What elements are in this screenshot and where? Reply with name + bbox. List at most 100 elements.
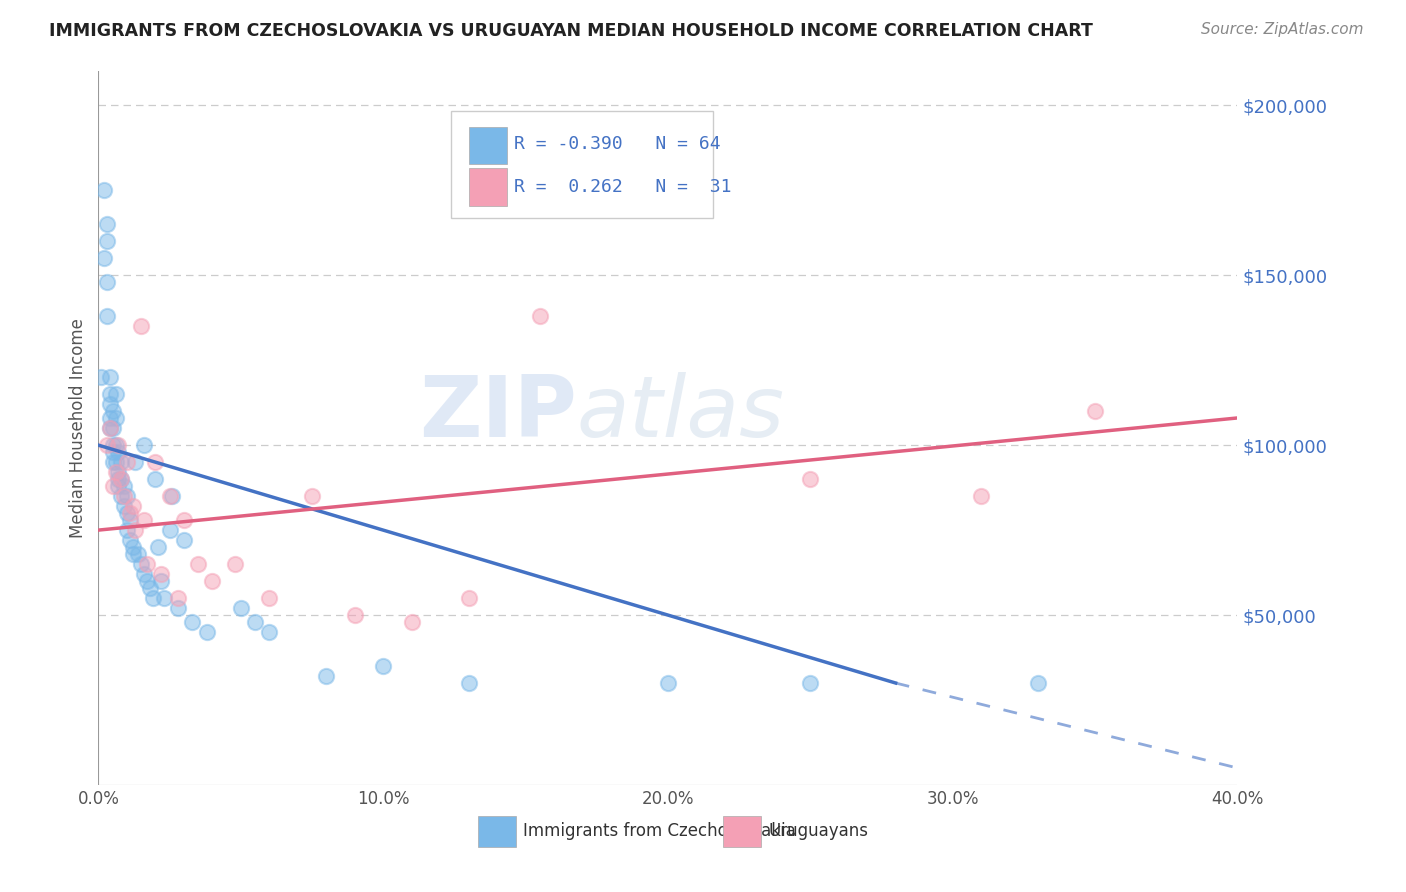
Point bbox=[98, 370, 121, 384]
Point bbox=[187, 557, 209, 571]
Point bbox=[112, 500, 135, 514]
Point bbox=[129, 557, 152, 571]
Point bbox=[1084, 404, 1107, 418]
Point bbox=[115, 489, 138, 503]
Point bbox=[115, 506, 138, 520]
Point bbox=[132, 438, 155, 452]
Point bbox=[110, 472, 132, 486]
Point bbox=[259, 625, 281, 640]
Point bbox=[110, 489, 132, 503]
Point bbox=[124, 455, 146, 469]
Point bbox=[115, 455, 138, 469]
Point bbox=[148, 540, 170, 554]
Point bbox=[150, 574, 173, 588]
Point bbox=[96, 217, 118, 231]
Point bbox=[129, 319, 152, 334]
Text: Uruguayans: Uruguayans bbox=[768, 822, 868, 840]
Point bbox=[118, 533, 141, 548]
Point bbox=[150, 567, 173, 582]
Point bbox=[98, 397, 121, 411]
Point bbox=[96, 275, 118, 289]
Point bbox=[98, 387, 121, 401]
Point bbox=[101, 455, 124, 469]
Point bbox=[138, 581, 160, 595]
Point bbox=[1026, 676, 1049, 690]
Point bbox=[104, 455, 127, 469]
Point bbox=[93, 183, 115, 197]
Point bbox=[401, 615, 423, 629]
Point bbox=[167, 601, 190, 615]
Point bbox=[115, 523, 138, 537]
Point bbox=[104, 387, 127, 401]
FancyBboxPatch shape bbox=[451, 111, 713, 218]
Point bbox=[98, 421, 121, 435]
Point bbox=[181, 615, 204, 629]
Point bbox=[127, 547, 149, 561]
Point bbox=[224, 557, 246, 571]
Text: Source: ZipAtlas.com: Source: ZipAtlas.com bbox=[1201, 22, 1364, 37]
Point bbox=[132, 513, 155, 527]
FancyBboxPatch shape bbox=[468, 127, 508, 164]
Point bbox=[107, 472, 129, 486]
Point bbox=[373, 659, 395, 673]
Point bbox=[112, 489, 135, 503]
Point bbox=[301, 489, 323, 503]
Point bbox=[98, 411, 121, 425]
Point bbox=[110, 455, 132, 469]
Point bbox=[657, 676, 679, 690]
Point bbox=[259, 591, 281, 605]
Point bbox=[970, 489, 993, 503]
Point bbox=[145, 455, 167, 469]
Point bbox=[457, 676, 479, 690]
FancyBboxPatch shape bbox=[468, 169, 508, 205]
Point bbox=[101, 445, 124, 459]
Point bbox=[162, 489, 184, 503]
Point bbox=[121, 547, 143, 561]
Point bbox=[90, 370, 112, 384]
Point bbox=[167, 591, 190, 605]
Point bbox=[229, 601, 252, 615]
Point bbox=[201, 574, 224, 588]
Point bbox=[107, 438, 129, 452]
Point bbox=[173, 513, 195, 527]
Point bbox=[173, 533, 195, 548]
Y-axis label: Median Household Income: Median Household Income bbox=[69, 318, 87, 538]
Point bbox=[107, 479, 129, 493]
Point bbox=[107, 445, 129, 459]
Point bbox=[96, 309, 118, 323]
Point bbox=[799, 676, 821, 690]
Text: Immigrants from Czechoslovakia: Immigrants from Czechoslovakia bbox=[523, 822, 796, 840]
FancyBboxPatch shape bbox=[478, 815, 516, 847]
Point bbox=[101, 438, 124, 452]
Point bbox=[101, 421, 124, 435]
Point bbox=[112, 479, 135, 493]
Text: atlas: atlas bbox=[576, 372, 785, 456]
Point bbox=[135, 574, 157, 588]
Text: R = -0.390   N = 64: R = -0.390 N = 64 bbox=[515, 136, 721, 153]
Point bbox=[118, 506, 141, 520]
Point bbox=[104, 438, 127, 452]
Point bbox=[159, 523, 181, 537]
Text: IMMIGRANTS FROM CZECHOSLOVAKIA VS URUGUAYAN MEDIAN HOUSEHOLD INCOME CORRELATION : IMMIGRANTS FROM CZECHOSLOVAKIA VS URUGUA… bbox=[49, 22, 1092, 40]
Point bbox=[529, 309, 551, 323]
Point bbox=[121, 540, 143, 554]
Point bbox=[124, 523, 146, 537]
Point bbox=[96, 234, 118, 248]
Point bbox=[132, 567, 155, 582]
Point bbox=[104, 466, 127, 480]
Point bbox=[153, 591, 176, 605]
Point bbox=[145, 472, 167, 486]
Point bbox=[118, 513, 141, 527]
Point bbox=[135, 557, 157, 571]
Point bbox=[343, 608, 366, 623]
Point bbox=[195, 625, 218, 640]
Point bbox=[104, 411, 127, 425]
Point bbox=[243, 615, 266, 629]
Point bbox=[101, 404, 124, 418]
Point bbox=[159, 489, 181, 503]
Point bbox=[107, 466, 129, 480]
Point bbox=[110, 472, 132, 486]
Point bbox=[96, 438, 118, 452]
Point bbox=[315, 669, 337, 683]
Point bbox=[121, 500, 143, 514]
